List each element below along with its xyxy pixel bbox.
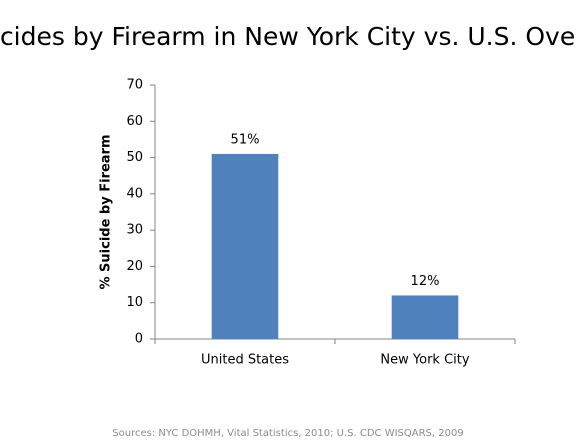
data-label: 12% (411, 274, 440, 289)
y-tick-label: 0 (135, 332, 143, 347)
y-axis-label: % Suicide by Firearm (99, 134, 114, 289)
data-label: 51% (231, 132, 260, 147)
bar (211, 153, 279, 339)
y-tick-label: 40 (126, 186, 143, 201)
y-tick-label: 60 (126, 114, 143, 129)
y-tick-label: 30 (126, 223, 143, 238)
source-note: Sources: NYC DOHMH, Vital Statistics, 20… (112, 428, 463, 439)
bar (391, 295, 459, 339)
chart-title: Suicides by Firearm in New York City vs.… (0, 22, 577, 51)
x-tick-label: New York City (380, 353, 469, 368)
y-tick-label: 20 (126, 259, 143, 274)
x-tick-label: United States (201, 353, 289, 368)
y-tick-label: 70 (126, 78, 143, 93)
y-tick-label: 10 (126, 295, 143, 310)
y-tick-label: 50 (126, 150, 143, 165)
